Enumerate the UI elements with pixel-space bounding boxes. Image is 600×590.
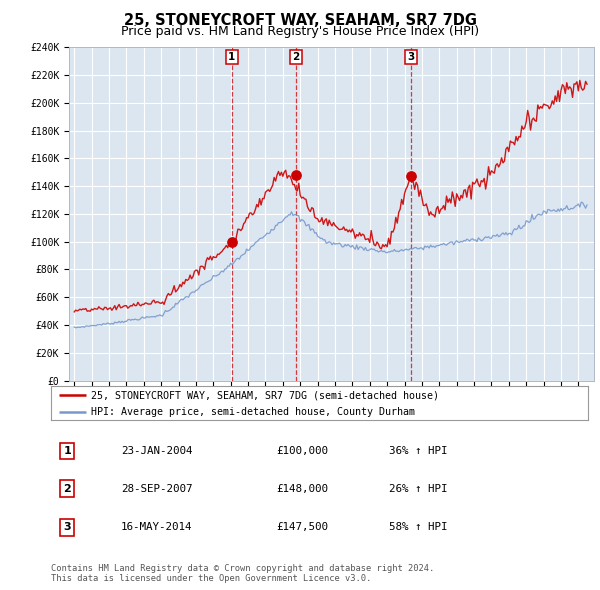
Text: 28-SEP-2007: 28-SEP-2007 (121, 484, 193, 493)
Text: 58% ↑ HPI: 58% ↑ HPI (389, 523, 448, 532)
Text: 1: 1 (63, 446, 71, 455)
Point (291, 171, 301, 180)
Text: 25, STONEYCROFT WAY, SEAHAM, SR7 7DG: 25, STONEYCROFT WAY, SEAHAM, SR7 7DG (124, 13, 476, 28)
Text: £148,000: £148,000 (277, 484, 329, 493)
Text: Contains HM Land Registry data © Crown copyright and database right 2024.
This d: Contains HM Land Registry data © Crown c… (51, 563, 434, 583)
Text: £100,000: £100,000 (277, 446, 329, 455)
Text: 16-MAY-2014: 16-MAY-2014 (121, 523, 193, 532)
Text: 23-JAN-2004: 23-JAN-2004 (121, 446, 193, 455)
Point (406, 171, 416, 181)
Point (227, 237, 236, 247)
Text: 26% ↑ HPI: 26% ↑ HPI (389, 484, 448, 493)
Text: Price paid vs. HM Land Registry's House Price Index (HPI): Price paid vs. HM Land Registry's House … (121, 25, 479, 38)
Text: 36% ↑ HPI: 36% ↑ HPI (389, 446, 448, 455)
Text: HPI: Average price, semi-detached house, County Durham: HPI: Average price, semi-detached house,… (91, 407, 415, 417)
Text: 3: 3 (63, 523, 71, 532)
Text: £147,500: £147,500 (277, 523, 329, 532)
Text: 3: 3 (407, 52, 415, 62)
Text: 25, STONEYCROFT WAY, SEAHAM, SR7 7DG (semi-detached house): 25, STONEYCROFT WAY, SEAHAM, SR7 7DG (se… (91, 390, 439, 400)
Text: 2: 2 (63, 484, 71, 493)
Text: 1: 1 (228, 52, 236, 62)
Text: 2: 2 (292, 52, 299, 62)
